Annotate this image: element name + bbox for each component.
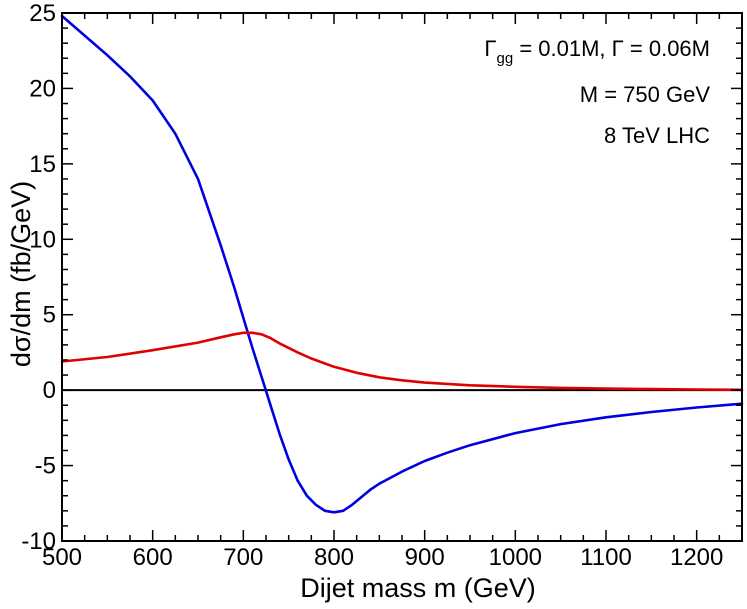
y-tick-label: 15 — [29, 151, 56, 178]
x-tick-label: 1200 — [670, 544, 723, 571]
annotation-widths-gamma: Γ — [484, 36, 496, 61]
annotation-widths-rest: = 0.01M, Γ = 0.06M — [513, 36, 710, 61]
x-tick-label: 800 — [314, 544, 354, 571]
y-tick-label: 10 — [29, 226, 56, 253]
x-axis-label: Dijet mass m (GeV) — [300, 573, 536, 603]
x-tick-label: 600 — [133, 544, 173, 571]
y-axis-label: dσ/dm (fb/GeV) — [6, 181, 36, 367]
x-tick-label: 500 — [42, 544, 82, 571]
annotation-widths: Γgg = 0.01M, Γ = 0.06M — [484, 36, 710, 67]
y-tick-label: -10 — [21, 528, 56, 555]
annotation-collider: 8 TeV LHC — [604, 123, 710, 148]
series-line-red — [60, 331, 744, 392]
axis-ticks: 500 600 700 800 900 1000 1100 1200 -10 -5 0 5 10 15 20… — [21, 0, 743, 571]
series-layer — [60, 14, 744, 514]
series-line-blue — [60, 14, 744, 514]
y-tick-label: -5 — [35, 453, 56, 480]
x-tick-label: 700 — [223, 544, 263, 571]
x-tick-label: 1100 — [580, 544, 632, 571]
annotation-widths-sub: gg — [497, 50, 514, 67]
annotation-mass: M = 750 GeV — [580, 82, 711, 107]
y-tick-label: 5 — [43, 302, 56, 329]
y-tick-label: 25 — [29, 0, 56, 27]
y-tick-label: 20 — [29, 75, 56, 102]
y-tick-label: 0 — [43, 377, 56, 404]
x-tick-label: 900 — [405, 544, 445, 571]
x-tick-label: 1000 — [489, 544, 542, 571]
